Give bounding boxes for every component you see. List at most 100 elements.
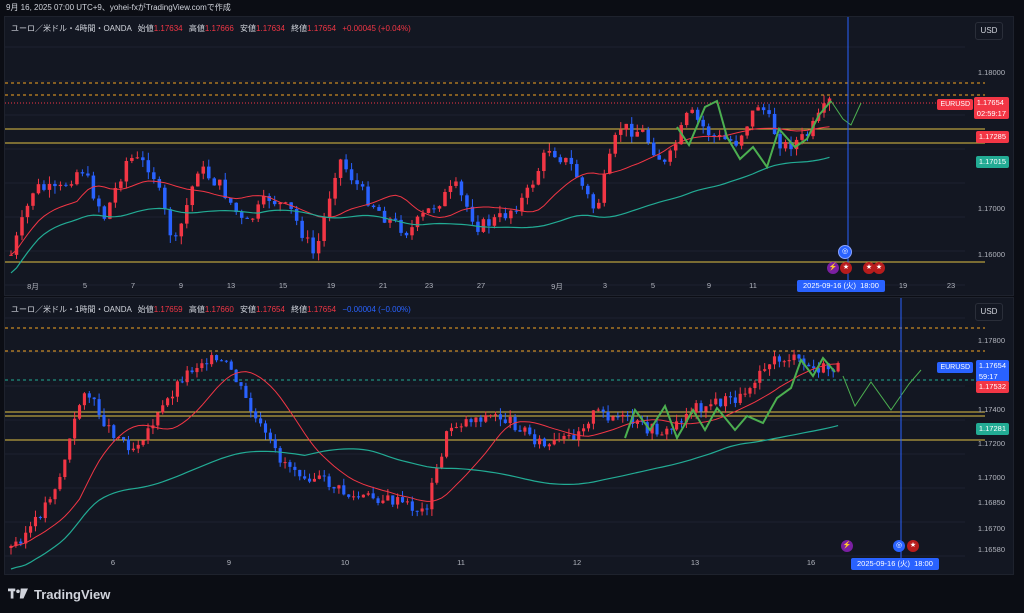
- candle-body: [668, 150, 672, 162]
- candle-body: [360, 184, 365, 187]
- projection-wave: [830, 100, 862, 126]
- candle-body: [432, 208, 436, 210]
- chart-panel-4h[interactable]: ユーロ／米ドル・4時間・OANDA 始値1.17634 高値1.17666 安値…: [4, 16, 1014, 296]
- candle-body: [86, 173, 90, 176]
- candle-body: [64, 184, 68, 186]
- candle-body: [704, 406, 708, 412]
- event-flag-icon[interactable]: ◎: [893, 540, 905, 552]
- lightning-event-icon[interactable]: ⚡: [827, 262, 839, 274]
- candle-body: [783, 141, 788, 149]
- candle-body: [288, 462, 292, 467]
- candle-body: [244, 385, 248, 398]
- candle-body: [827, 98, 832, 104]
- candle-body: [586, 423, 591, 429]
- candle-body: [513, 416, 517, 431]
- candle-body: [219, 360, 224, 362]
- candle-body: [400, 497, 405, 503]
- price-axis[interactable]: 1.17800 1.17400 1.17200 1.17000 1.16850 …: [969, 298, 1013, 574]
- candle-body: [283, 462, 287, 464]
- event-flag-icon[interactable]: ◎: [838, 245, 852, 259]
- time-axis[interactable]: 8月 5 7 9 13 15 19 21 23 27 9月 3 5 9 11 19 23: [5, 279, 965, 293]
- candle-body: [435, 467, 439, 483]
- candle-body: [300, 220, 304, 238]
- candle-body: [146, 428, 150, 441]
- candle-body: [119, 181, 123, 188]
- candle-body: [611, 416, 615, 421]
- lightning-event-icon[interactable]: ⚡: [841, 540, 853, 552]
- candle-body: [503, 213, 508, 219]
- price-tag-ma-slow: 1.17015: [975, 156, 1009, 168]
- candle-body: [307, 478, 312, 482]
- candle-body: [753, 382, 757, 389]
- candle-body: [303, 476, 307, 479]
- candle-body: [591, 410, 595, 424]
- candle-body: [420, 508, 424, 512]
- candle-body: [25, 205, 30, 218]
- candle-body: [396, 497, 400, 505]
- candle-body: [305, 237, 310, 239]
- candle-body: [234, 202, 238, 213]
- candle-body: [743, 393, 747, 395]
- candle-body: [626, 414, 630, 416]
- time-axis[interactable]: 6 9 10 11 12 13 16: [5, 556, 965, 570]
- price-chart-4h[interactable]: [5, 17, 1015, 297]
- candle-body: [366, 186, 370, 206]
- us-flag-icon[interactable]: ★: [873, 262, 885, 274]
- candle-body: [430, 482, 434, 510]
- chart-panel-1h[interactable]: ユーロ／米ドル・1時間・OANDA 始値1.17659 高値1.17660 安値…: [4, 297, 1014, 575]
- candle-body: [514, 210, 519, 212]
- brand-logo: TradingView: [8, 586, 110, 602]
- candle-body: [217, 179, 222, 186]
- candle-body: [141, 440, 145, 445]
- currency-button[interactable]: USD: [975, 22, 1003, 40]
- y-tick: 1.17400: [977, 405, 1005, 414]
- candle-body: [175, 381, 179, 397]
- candle-body: [635, 131, 639, 137]
- candle-body: [63, 459, 67, 478]
- candle-body: [381, 500, 385, 503]
- candle-body: [112, 425, 116, 438]
- candle-body: [706, 126, 711, 136]
- candle-body: [493, 414, 498, 416]
- price-tag-ma-fast: 1.17285: [975, 131, 1009, 143]
- candle-body: [161, 405, 165, 413]
- price-chart-1h[interactable]: [5, 298, 1015, 576]
- price-tag-ma-fast: 1.17532: [975, 381, 1009, 393]
- candle-body: [14, 235, 19, 255]
- candle-body: [399, 219, 403, 233]
- us-flag-icon[interactable]: ★: [907, 540, 919, 552]
- candle-body: [20, 217, 24, 236]
- candle-body: [662, 159, 667, 162]
- candle-body: [311, 237, 315, 254]
- candle-body: [316, 240, 321, 254]
- candle-body: [586, 185, 590, 195]
- candle-body: [572, 435, 576, 440]
- candle-body: [557, 439, 561, 441]
- low-value: 1.17654: [256, 305, 285, 314]
- candle-body: [426, 208, 431, 214]
- currency-button[interactable]: USD: [975, 303, 1003, 321]
- change-value: +0.00045 (+0.04%): [342, 24, 411, 33]
- open-value: 1.17634: [153, 24, 183, 33]
- ma-slow-line: [10, 425, 839, 570]
- candle-body: [624, 123, 629, 130]
- candle-body: [200, 363, 204, 369]
- candle-body: [547, 150, 552, 153]
- x-tick: 9: [178, 281, 184, 290]
- candle-body: [826, 363, 830, 370]
- candle-body: [410, 501, 414, 511]
- candle-body: [342, 485, 346, 495]
- candle-body: [580, 177, 585, 186]
- candle-body: [212, 178, 217, 186]
- candle-body: [190, 370, 194, 373]
- candle-body: [542, 152, 546, 172]
- candle-body: [256, 204, 260, 219]
- candle-body: [807, 364, 811, 367]
- candle-body: [261, 195, 266, 205]
- us-flag-icon[interactable]: ★: [863, 262, 875, 274]
- candle-body: [717, 135, 722, 137]
- x-tick: 13: [226, 281, 236, 290]
- candle-body: [58, 477, 62, 490]
- us-flag-icon[interactable]: ★: [840, 262, 852, 274]
- candle-body: [180, 381, 184, 383]
